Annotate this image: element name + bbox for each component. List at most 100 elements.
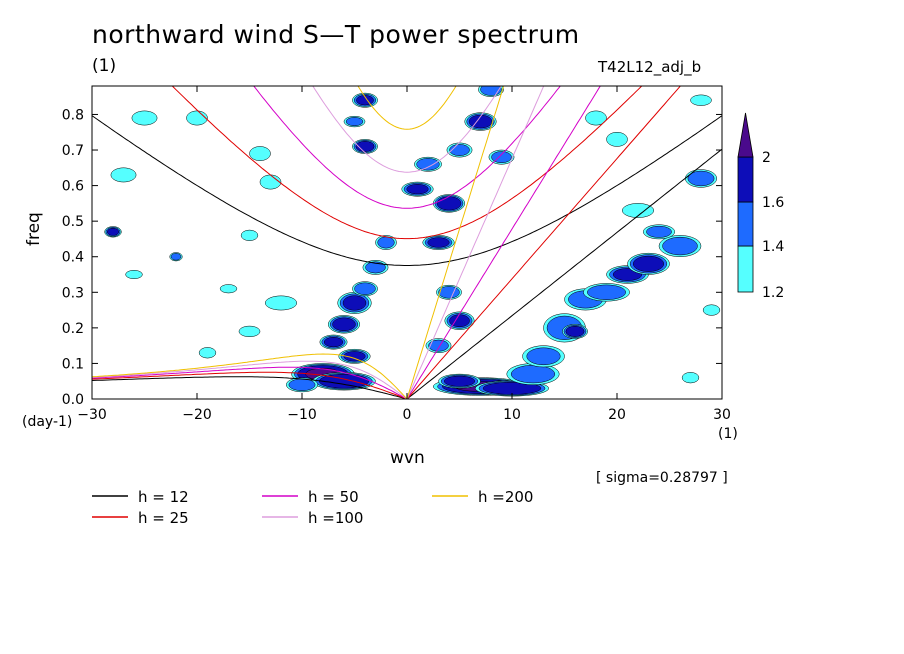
contour-blob (131, 110, 158, 126)
rossby-curve-h50 (92, 366, 408, 399)
colorbar: 1.2 1.4 1.6 2 (737, 112, 784, 301)
y-axis-unit: (day-1) (22, 414, 73, 430)
x-tick-label: −10 (287, 407, 317, 423)
y-tick-label: 0.5 (62, 214, 84, 230)
contour-blob (425, 338, 452, 354)
contour-blob (681, 372, 700, 384)
colorbar-segment (737, 245, 754, 293)
colorbar-label: 1.2 (762, 285, 784, 301)
y-tick-label: 0.8 (62, 107, 84, 123)
contour-blob (685, 169, 717, 188)
rossby-curve-h12 (92, 376, 408, 399)
legend-label: h =100 (308, 509, 363, 527)
colorbar-arrow (737, 112, 754, 158)
legend-label: h = 25 (138, 509, 189, 527)
kelvin-curve-h25 (406, 86, 682, 399)
sigma-label: [ sigma=0.28797 ] (596, 470, 728, 486)
contour-blob (422, 235, 455, 250)
x-tick-label: 10 (503, 407, 521, 423)
x-tick-label: −20 (182, 407, 212, 423)
y-tick-label: 0.1 (62, 356, 84, 372)
gravity-curve-h200 (357, 86, 457, 130)
legend-label: h = 50 (308, 488, 359, 506)
contour-blob (478, 86, 504, 97)
colorbar-label: 1.4 (762, 239, 784, 255)
contour-blob (643, 224, 675, 240)
contour-blob (414, 156, 442, 172)
contour-blob (362, 260, 389, 275)
contour-blob (238, 325, 261, 338)
contour-blob (319, 334, 348, 350)
rossby-curve-h25 (92, 371, 408, 399)
contour-blob (702, 304, 721, 316)
colorbar-label: 1.6 (762, 195, 784, 211)
contour-blob (352, 281, 378, 297)
gravity-curve-h25 (171, 86, 643, 240)
y-tick-label: 0.7 (62, 143, 84, 159)
contour-blob (338, 348, 371, 364)
kelvin-curve-h12 (406, 148, 722, 399)
contour-blob (401, 181, 434, 197)
contour-blob (627, 252, 670, 275)
x-axis-label: wvn (390, 448, 425, 468)
contour-blob (328, 315, 360, 334)
legend-label: h =200 (478, 488, 533, 506)
contour-blob (446, 142, 473, 158)
contour-blob (622, 203, 654, 218)
unit-label: (1) (92, 56, 117, 76)
colorbar-segment (737, 201, 754, 247)
gravity-curve-h12 (92, 115, 722, 266)
legend: h = 12 h = 25 h = 50 h =100 h =200 (92, 488, 533, 527)
rossby-curve-h200 (92, 353, 408, 399)
colorbar-label: 2 (762, 150, 771, 166)
contour-blob (104, 226, 122, 238)
contour-blob (186, 110, 208, 126)
x-tick-label: 30 (713, 407, 731, 423)
gravity-curve-h100 (312, 86, 502, 173)
contour-blob (433, 194, 465, 213)
kelvin-curve-h100 (406, 86, 545, 399)
contour-blob (506, 363, 560, 386)
x-tick-label: 20 (608, 407, 626, 423)
contour-blob (125, 269, 143, 280)
axis-ticks: −30 −20 −10 0 10 20 30 0.0 0.1 0.2 0.3 0.4 0.5 0.6 0.7… (62, 86, 731, 423)
contour-blob (110, 167, 137, 183)
x-tick-label: 0 (403, 407, 412, 423)
chart-title: northward wind S—T power spectrum (92, 20, 580, 49)
contour-blob (198, 347, 217, 359)
contour-blob (286, 377, 318, 393)
y-tick-label: 0.4 (62, 250, 84, 266)
contour-blob (259, 174, 282, 190)
contour-blob (375, 235, 397, 250)
y-tick-label: 0.6 (62, 179, 84, 195)
x-axis-unit: (1) (718, 426, 738, 442)
kelvin-curve-h200 (406, 86, 505, 399)
contour-blob (583, 283, 630, 302)
case-label: T42L12_adj_b (598, 58, 702, 76)
contour-blob (343, 115, 366, 128)
contour-blob (352, 92, 378, 108)
contour-blob (658, 235, 702, 257)
contour-blob (585, 110, 607, 126)
contour-blob (436, 284, 462, 300)
y-tick-label: 0.3 (62, 285, 84, 301)
contour-blob (240, 229, 259, 241)
contour-blob (219, 284, 238, 294)
contour-blob (169, 252, 183, 262)
contour-blob (522, 345, 565, 368)
contour-blob (562, 324, 588, 339)
y-tick-label: 0.0 (62, 392, 84, 408)
contour-field (104, 86, 721, 397)
legend-label: h = 12 (138, 488, 189, 506)
contour-blob (337, 292, 372, 314)
rossby-curve-h100 (92, 360, 408, 399)
contour-blob (690, 94, 712, 106)
gravity-curve-h50 (253, 86, 561, 209)
colorbar-segment (737, 156, 754, 203)
contour-blob (606, 131, 628, 147)
contour-blob (464, 112, 497, 131)
dispersion-curves (92, 86, 722, 399)
plot-frame (91, 85, 723, 400)
contour-blob (265, 295, 297, 311)
